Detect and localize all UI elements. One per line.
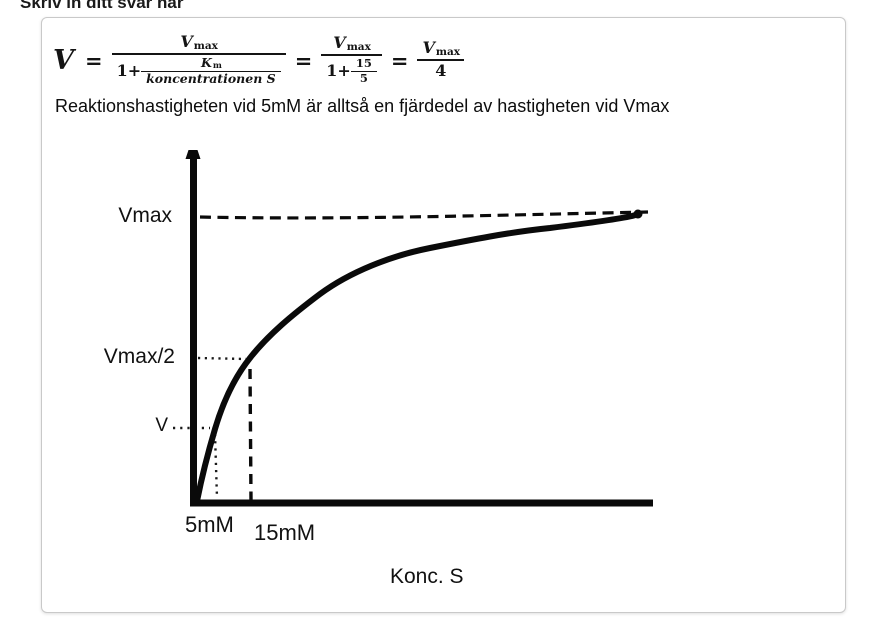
vmax-label: Vmax — [118, 204, 172, 227]
equals-sign: = — [294, 47, 313, 73]
fraction-2-denominator: 1+ 15 5 — [321, 58, 382, 85]
fraction-bar — [417, 59, 465, 61]
y-axis-arrowhead — [185, 150, 201, 159]
fraction-bar — [111, 53, 286, 56]
tick-15mm-label: 15mM — [254, 520, 315, 545]
reaction-rate-curve — [194, 211, 642, 504]
question-prompt-label: Skriv in ditt svar här — [20, 0, 184, 12]
vmax-half-label: Vmax/2 — [104, 345, 175, 368]
tick-5mm-label: 5mM — [185, 512, 234, 537]
fraction-bar — [321, 54, 382, 57]
km-15mm-dashed-guide — [248, 368, 253, 501]
s5mm-vertical-dotted-guide — [213, 433, 219, 499]
fraction-3-denominator: 4 — [435, 61, 447, 80]
fraction-bar — [141, 70, 281, 73]
curve-end-point — [633, 209, 643, 219]
x-axis-title: Konc. S — [390, 565, 464, 588]
vmax-asymptote-dashed-line — [199, 210, 649, 220]
formula-lhs: V — [53, 44, 74, 76]
vmax-half-dotted-guide — [197, 356, 247, 361]
equals-sign: = — [84, 47, 103, 73]
michaelis-menten-graph: Vmax Vmax/2 V 5mM 15mM Konc. S — [104, 150, 653, 588]
v-label: V — [155, 415, 168, 436]
fraction-bar — [350, 70, 377, 73]
explanation-text: Reaktionshastigheten vid 5mM är alltså e… — [55, 96, 670, 116]
fraction-15-5: 15 5 — [350, 58, 377, 85]
equals-sign: = — [390, 47, 409, 73]
